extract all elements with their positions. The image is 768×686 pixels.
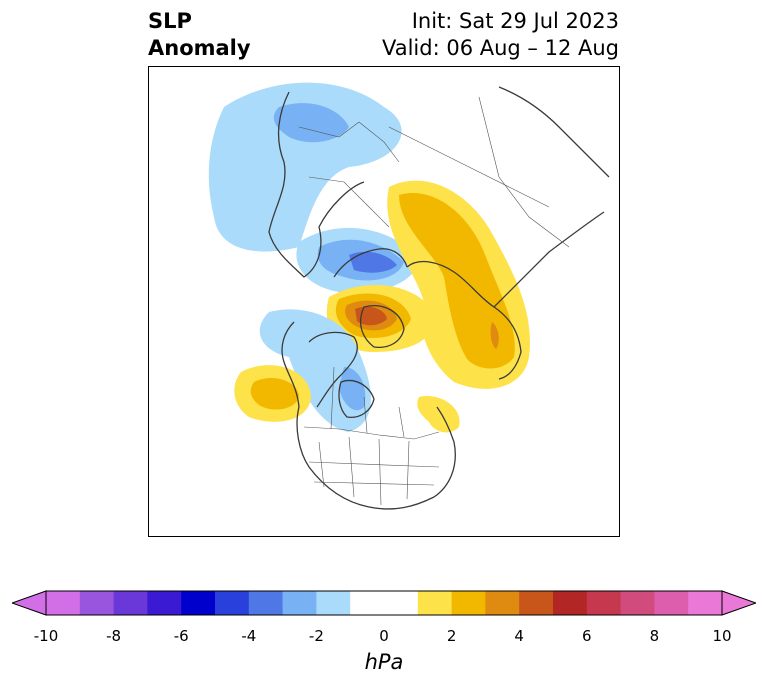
border-asia (478, 96, 570, 248)
coastline-hudson-bay (338, 379, 375, 418)
borders (298, 96, 570, 506)
colorbar-segment (654, 591, 689, 615)
colorbar-segment (620, 591, 655, 615)
coastline-north-america (296, 406, 456, 510)
coastline-greenland (360, 305, 405, 348)
colorbar-tick-label: 6 (582, 627, 592, 645)
colorbar-tick-label: -10 (33, 627, 59, 645)
colorbar-segment (688, 591, 723, 615)
anomaly-high-siberia-mid (399, 193, 515, 369)
colorbar-segment (350, 591, 385, 615)
coastline-canada (308, 331, 358, 408)
colorbar-segment (248, 591, 284, 615)
colorbar-segment (384, 591, 419, 615)
colorbar-segment (282, 591, 317, 615)
colorbar-segment (79, 591, 115, 615)
colorbar-tick-label: -8 (106, 627, 122, 645)
colorbar-tick-label: -2 (308, 627, 324, 645)
colorbar-segment (586, 591, 622, 615)
colorbar-outline (45, 590, 723, 616)
colorbar-segment (485, 591, 520, 615)
colorbar-segment (451, 591, 486, 615)
colorbar-arrow-right (721, 590, 756, 616)
colorbar-segment (316, 591, 351, 615)
coastline-scandinavia (333, 248, 408, 278)
anomaly-high-siberia-core (490, 322, 499, 349)
forecast-dates: Init: Sat 29 Jul 2023 Valid: 06 Aug – 12… (382, 8, 619, 62)
anomaly-low-hudson (259, 309, 371, 432)
colorbar-tick-label: -4 (241, 627, 257, 645)
border-us-states-1 (318, 436, 410, 506)
colorbar-segment (147, 591, 182, 615)
colorbar-segment (46, 591, 81, 615)
border-europe-1 (298, 121, 400, 163)
border-us-states-2 (308, 461, 440, 486)
colorbar-tick-label: 10 (712, 627, 732, 645)
colorbar-segment (181, 591, 216, 615)
coastline-alaska (281, 321, 300, 408)
colorbar-segments (46, 591, 723, 615)
colorbar-segment (553, 591, 588, 615)
anomaly-high-greenland-peak (355, 306, 387, 326)
coastlines (268, 86, 610, 510)
coastline-europe (268, 91, 365, 278)
colorbar-segment (417, 591, 453, 615)
colorbar-tick-label: 4 (514, 627, 524, 645)
colorbar-tick-label: -6 (173, 627, 189, 645)
colorbar-tick-label: 2 (446, 627, 457, 645)
colorbar (12, 590, 756, 616)
anomaly-map (148, 66, 620, 537)
anomaly-map-svg (208, 82, 610, 510)
colorbar-segment (113, 591, 148, 615)
colorbar-arrow-left (12, 590, 47, 616)
chart-title: SLP Anomaly (148, 8, 251, 62)
colorbar-unit-label: hPa (364, 650, 404, 674)
title-variable-line2: Anomaly (148, 36, 251, 60)
anomaly-low-central-asia (273, 103, 349, 143)
anomaly-fill (208, 82, 530, 433)
coastline-asia-east (493, 211, 605, 308)
valid-dates: Valid: 06 Aug – 12 Aug (381, 36, 619, 60)
colorbar-tick-label: 8 (649, 627, 660, 645)
colorbar-tick-label: 0 (379, 627, 389, 645)
colorbar-segment (519, 591, 554, 615)
anomaly-low-arctic-core (349, 251, 397, 273)
coastline-asia-north (498, 86, 610, 178)
border-russia (388, 126, 550, 208)
anomaly-high-pacific-core (250, 377, 299, 410)
title-variable-line1: SLP (148, 9, 192, 33)
anomaly-low-hudson-core (339, 367, 366, 411)
init-date: Init: Sat 29 Jul 2023 (411, 9, 619, 33)
border-europe-2 (308, 176, 390, 228)
colorbar-segment (215, 591, 250, 615)
anomaly-low-west-russia (208, 82, 402, 252)
border-canada-us (303, 426, 440, 440)
border-canada-prov (330, 366, 405, 438)
anomaly-high-eastern-canada (417, 396, 460, 433)
